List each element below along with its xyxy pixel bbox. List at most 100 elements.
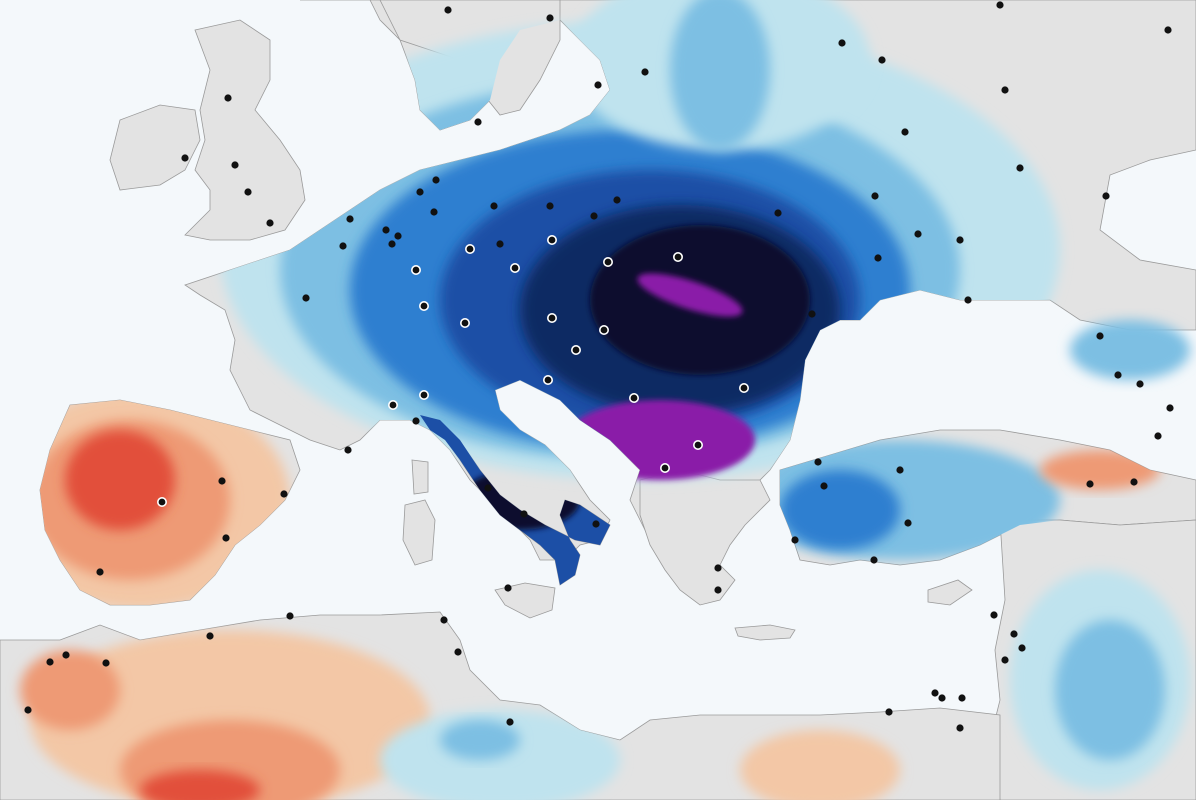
anomaly-caucasus: [1070, 320, 1190, 380]
land-sardinia: [402, 499, 436, 566]
city-dot: [1016, 164, 1024, 172]
city-dot: [808, 310, 816, 318]
city-dot-ringed: [672, 252, 683, 263]
city-dot: [224, 94, 232, 102]
city-dot: [46, 658, 54, 666]
city-dot: [885, 708, 893, 716]
city-dot: [454, 648, 462, 656]
city-dot-ringed: [602, 256, 613, 267]
land-crete: [734, 624, 796, 641]
city-dot: [231, 161, 239, 169]
city-dot: [430, 208, 438, 216]
city-dot: [416, 188, 424, 196]
city-dot: [302, 294, 310, 302]
city-dot: [1136, 380, 1144, 388]
city-dot: [871, 192, 879, 200]
city-dot: [878, 56, 886, 64]
city-dot: [96, 568, 104, 576]
city-dot: [938, 694, 946, 702]
city-dot: [1166, 404, 1174, 412]
city-dot: [222, 534, 230, 542]
city-dot-ringed: [659, 462, 670, 473]
land-ireland: [109, 104, 201, 191]
city-dot: [382, 226, 390, 234]
city-dot: [814, 458, 822, 466]
city-dot: [870, 556, 878, 564]
city-dot: [546, 202, 554, 210]
city-dot: [1154, 432, 1162, 440]
city-dot: [956, 236, 964, 244]
city-dot: [1130, 478, 1138, 486]
city-dot: [62, 651, 70, 659]
land-corsica: [411, 459, 429, 495]
city-dot-ringed: [418, 300, 429, 311]
city-dot: [1114, 371, 1122, 379]
city-dot: [1096, 332, 1104, 340]
city-dot: [914, 230, 922, 238]
city-dot: [958, 694, 966, 702]
land-cyprus: [927, 579, 973, 606]
city-dot-ringed: [570, 344, 581, 355]
city-dot: [590, 212, 598, 220]
city-dot: [506, 718, 514, 726]
city-dot: [956, 724, 964, 732]
city-dot-ringed: [157, 496, 168, 507]
city-dot: [1086, 480, 1094, 488]
city-dot: [444, 6, 452, 14]
city-dot: [904, 519, 912, 527]
city-dot: [504, 584, 512, 592]
city-dot: [280, 490, 288, 498]
city-dot: [874, 254, 882, 262]
city-dot-ringed: [410, 264, 421, 275]
city-dot: [1010, 630, 1018, 638]
city-dot: [613, 196, 621, 204]
city-dot: [1001, 86, 1009, 94]
city-dot: [714, 564, 722, 572]
city-dot: [641, 68, 649, 76]
city-dot: [440, 616, 448, 624]
city-dot: [474, 118, 482, 126]
city-dot: [964, 296, 972, 304]
city-dot: [286, 612, 294, 620]
land-great-britain: [184, 19, 306, 241]
city-dot-ringed: [418, 389, 429, 400]
anomaly-levant-inner: [1055, 620, 1165, 760]
city-dot-ringed: [546, 312, 557, 323]
city-dot: [266, 219, 274, 227]
city-dot: [1164, 26, 1172, 34]
city-dot-ringed: [738, 382, 749, 393]
anomaly-anatolia: [780, 440, 1160, 560]
land-greece: [639, 469, 771, 606]
city-dot: [1102, 192, 1110, 200]
city-dot: [484, 484, 492, 492]
city-dot: [244, 188, 252, 196]
city-dot: [774, 209, 782, 217]
city-dot: [996, 1, 1004, 9]
city-markers: [24, 1, 1174, 732]
anomaly-north-africa: [20, 630, 900, 800]
city-dot: [1001, 656, 1009, 664]
city-dot: [102, 659, 110, 667]
city-dot: [206, 632, 214, 640]
city-dot: [592, 520, 600, 528]
city-dot-ringed: [464, 244, 475, 255]
city-dot: [546, 14, 554, 22]
city-dot: [791, 536, 799, 544]
city-dot: [838, 39, 846, 47]
city-dot: [490, 202, 498, 210]
city-dot: [901, 128, 909, 136]
city-dot: [496, 240, 504, 248]
city-dot-ringed: [542, 374, 553, 385]
city-dot-ringed: [628, 392, 639, 403]
anomaly-iberia: [40, 400, 290, 605]
city-dot: [388, 240, 396, 248]
city-dot: [339, 242, 347, 250]
city-dot: [594, 81, 602, 89]
city-dot: [820, 482, 828, 490]
city-dot-ringed: [509, 262, 520, 273]
city-dot: [394, 232, 402, 240]
city-dot: [218, 477, 226, 485]
city-dot-ringed: [692, 439, 703, 450]
